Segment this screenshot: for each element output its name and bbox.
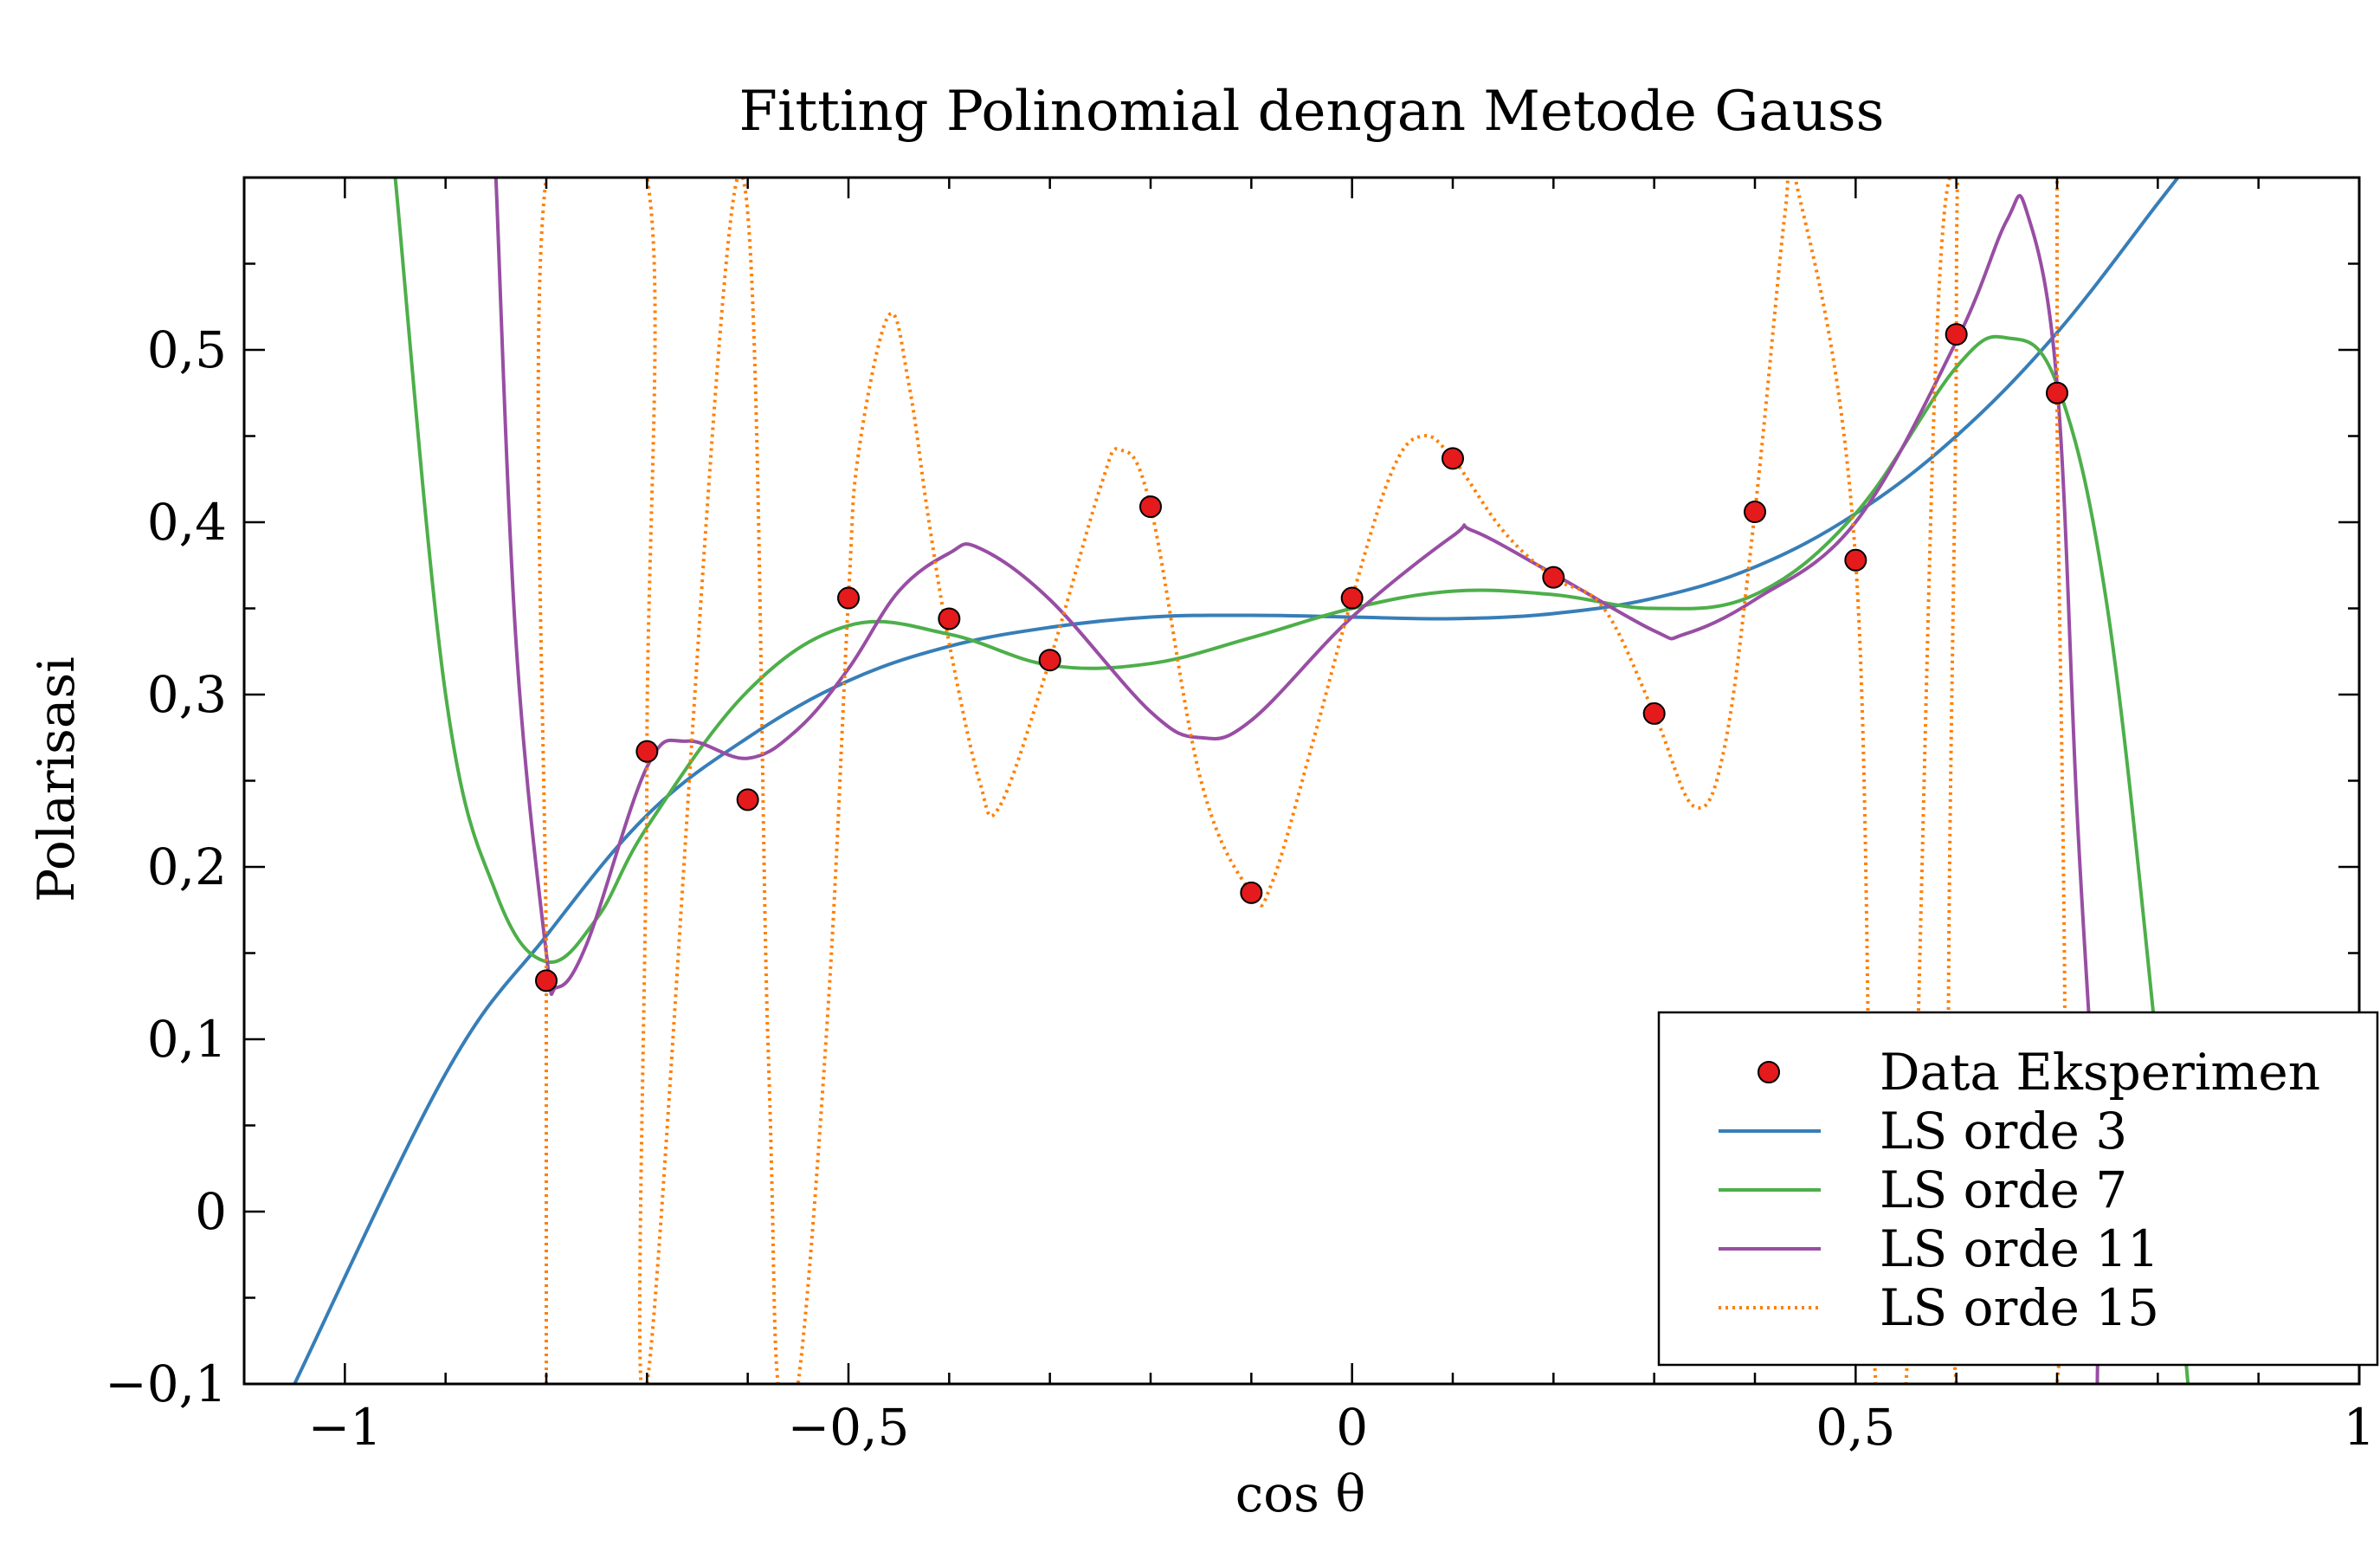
- series-line-ls-orde-15: [536, 178, 2067, 1384]
- legend-label-ls-orde-3: LS orde 3: [1880, 1102, 2127, 1160]
- data-point: [635, 740, 659, 763]
- y-tick-label: 0: [195, 1182, 227, 1241]
- y-tick-label: 0,3: [147, 665, 227, 724]
- x-tick-label: −0,5: [788, 1398, 910, 1457]
- data-point-group: [535, 323, 2068, 992]
- data-point: [1642, 701, 1666, 725]
- y-tick-label: 0,1: [147, 1010, 227, 1069]
- y-axis-label: Polarisasi: [27, 656, 86, 902]
- data-point: [535, 969, 558, 992]
- legend-label-ls-orde-15: LS orde 15: [1880, 1278, 2159, 1337]
- tick-label-group: −1 −0,5 0 0,5 1 −0,1 0 0,1 0,2 0,3 0,4 0,5: [105, 320, 2375, 1457]
- chart-title: Fitting Polinomial dengan Metode Gauss: [739, 80, 1885, 144]
- series-line-ls-orde-11: [493, 178, 2101, 1384]
- x-axis-label: cos θ: [1235, 1464, 1366, 1523]
- y-tick-label: 0,4: [147, 493, 227, 552]
- curve-group: [293, 178, 2190, 1384]
- data-point: [1744, 501, 1766, 524]
- data-point: [1945, 323, 1968, 346]
- data-point: [1139, 495, 1162, 519]
- data-point: [837, 586, 860, 610]
- data-point: [2046, 381, 2068, 404]
- data-point: [1240, 881, 1263, 904]
- x-tick-label: 0: [1336, 1398, 1368, 1457]
- legend-label-ls-orde-11: LS orde 11: [1880, 1219, 2159, 1278]
- data-point: [1844, 548, 1867, 572]
- data-point: [736, 788, 759, 811]
- y-tick-label: 0,2: [147, 837, 227, 896]
- data-point: [1542, 566, 1565, 589]
- data-point: [1340, 586, 1364, 610]
- y-tick-label: −0,1: [105, 1354, 227, 1413]
- legend-marker-data-eksperimen: [1758, 1061, 1780, 1083]
- legend-label-ls-orde-7: LS orde 7: [1880, 1160, 2127, 1219]
- data-point: [938, 607, 961, 630]
- data-point: [1442, 447, 1464, 470]
- y-tick-label: 0,5: [147, 320, 227, 379]
- series-line-ls-orde-3: [293, 178, 2180, 1384]
- x-tick-label: 1: [2344, 1398, 2376, 1457]
- legend-label-data-eksperimen: Data Eksperimen: [1880, 1043, 2320, 1102]
- x-tick-label: 0,5: [1816, 1398, 1895, 1457]
- x-tick-label: −1: [308, 1398, 383, 1457]
- data-point: [1038, 649, 1061, 672]
